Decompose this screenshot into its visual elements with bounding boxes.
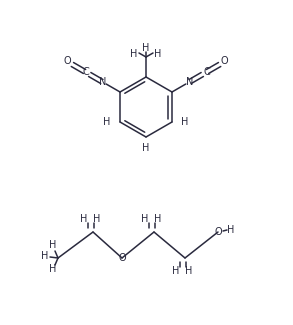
Text: H: H [103,117,111,127]
Text: H: H [181,117,189,127]
Text: H: H [49,240,57,250]
Text: H: H [93,214,101,224]
Text: H: H [41,251,49,261]
Text: N: N [99,77,106,87]
Text: H: H [185,266,193,276]
Text: H: H [130,49,138,59]
Text: O: O [63,57,71,67]
Text: O: O [214,227,222,237]
Text: H: H [172,266,180,276]
Text: H: H [227,225,235,235]
Text: H: H [49,264,57,274]
Text: O: O [118,253,126,263]
Text: O: O [221,57,229,67]
Text: C: C [82,67,89,77]
Text: C: C [203,67,210,77]
Text: H: H [80,214,88,224]
Text: H: H [154,49,162,59]
Text: H: H [142,43,150,53]
Text: H: H [142,143,150,153]
Text: H: H [154,214,162,224]
Text: N: N [185,77,193,87]
Text: H: H [141,214,149,224]
